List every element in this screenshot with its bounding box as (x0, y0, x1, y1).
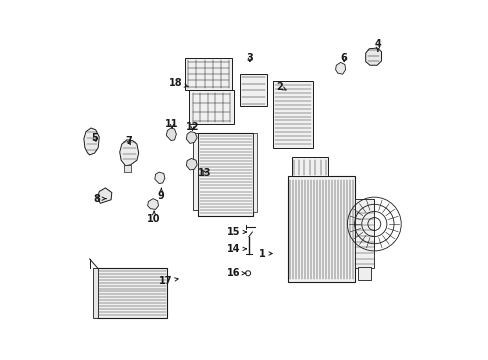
Polygon shape (147, 199, 158, 210)
Bar (354, 199, 373, 268)
Polygon shape (97, 188, 112, 203)
Bar (185, 58, 231, 90)
Text: 4: 4 (374, 39, 381, 51)
Text: 9: 9 (158, 188, 164, 201)
Bar (273, 81, 312, 148)
Text: 1: 1 (258, 248, 272, 258)
Text: 3: 3 (246, 53, 253, 63)
Polygon shape (365, 48, 381, 65)
Text: 11: 11 (165, 120, 179, 129)
Text: 18: 18 (169, 78, 188, 88)
Bar (188, 90, 233, 125)
Polygon shape (186, 158, 197, 170)
Bar (240, 74, 266, 107)
Bar (287, 176, 354, 282)
Bar (198, 134, 253, 216)
Text: 8: 8 (93, 194, 106, 204)
Bar (357, 267, 370, 280)
Polygon shape (186, 132, 197, 143)
Polygon shape (155, 172, 164, 184)
Polygon shape (335, 62, 345, 74)
Text: 6: 6 (340, 53, 347, 63)
Polygon shape (166, 128, 176, 140)
Bar (93, 268, 98, 318)
Text: 7: 7 (125, 136, 132, 146)
Text: 2: 2 (276, 82, 285, 92)
Text: 16: 16 (226, 268, 245, 278)
Polygon shape (83, 128, 99, 155)
Polygon shape (120, 140, 139, 166)
Text: 17: 17 (158, 276, 178, 286)
Bar (124, 165, 131, 172)
Text: 13: 13 (197, 168, 211, 178)
Bar (253, 134, 257, 212)
Bar (291, 157, 327, 176)
Bar (97, 268, 167, 318)
Text: 10: 10 (147, 211, 161, 224)
Text: 15: 15 (226, 227, 246, 237)
Text: 5: 5 (91, 133, 98, 143)
Text: 14: 14 (226, 244, 246, 254)
Text: 12: 12 (185, 122, 199, 132)
Bar (192, 134, 198, 211)
